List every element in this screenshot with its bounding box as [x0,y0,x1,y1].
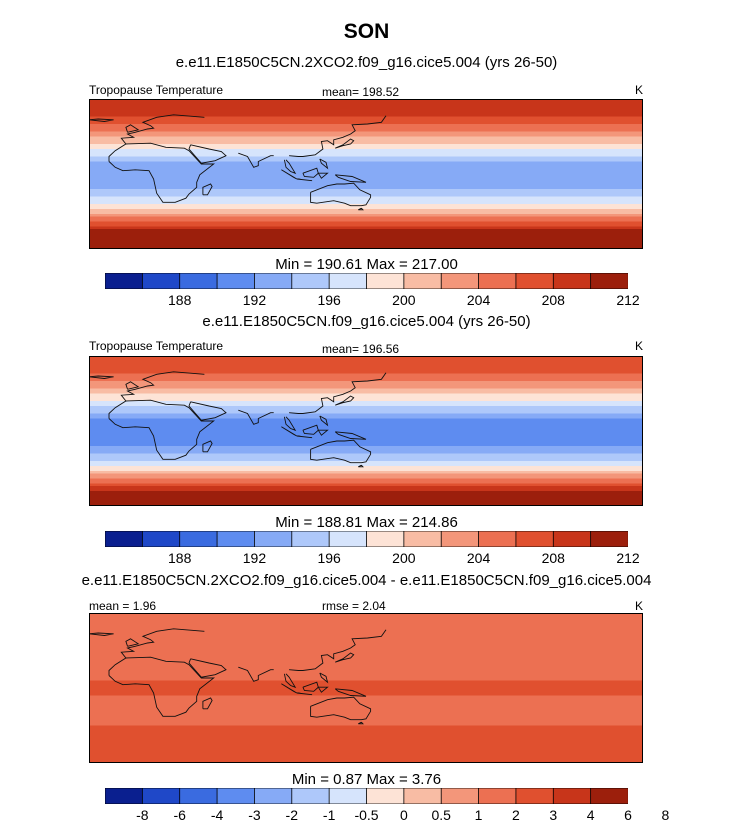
colorbar-tick-label: 0.5 [431,807,451,823]
panel-3-minmax: Min = 0.87 Max = 3.76 [291,771,442,788]
colorbar-tick-label: -6 [173,807,186,823]
colorbar-tick-label: -2 [285,807,299,823]
panel-1-variable-label: Tropopause Temperature [89,83,224,97]
panel-3-map [89,613,643,763]
panel-3-title: e.e11.E1850C5CN.2XCO2.f09_g16.cice5.004 … [81,572,652,589]
colorbar-tick-label: 208 [541,550,565,566]
colorbar-tick-label: 212 [616,550,640,566]
colorbar-tick-label: 204 [466,550,491,566]
panel-1-title: e.e11.E1850C5CN.2XCO2.f09_g16.cice5.004 … [175,54,558,71]
panel-2-minmax: Min = 188.81 Max = 214.86 [275,514,458,531]
panel-1-map [89,99,643,249]
colorbar-tick-label: 200 [392,292,416,308]
colorbar-tick-label: 1 [474,807,483,823]
panel-3-colorbar [105,788,628,804]
colorbar-tick-label: 4 [586,807,595,823]
colorbar-tick-label: 196 [317,292,341,308]
colorbar-tick-label: 192 [242,292,267,308]
panel-1-colorbar [105,273,628,289]
panel-1-minmax: Min = 190.61 Max = 217.00 [275,256,458,273]
colorbar-tick-label: 196 [317,550,341,566]
panel-3-units-label: K [635,599,644,613]
colorbar-tick-label: 188 [168,292,192,308]
panel-2-variable-label: Tropopause Temperature [89,339,224,353]
colorbar-tick-label: 188 [168,550,192,566]
panel-3-rmse-label: rmse = 2.04 [322,599,386,613]
colorbar-tick-label: -0.5 [354,807,379,823]
panel-1-units-label: K [635,83,644,97]
panel-2-colorbar [105,531,628,547]
colorbar-tick-label: 0 [399,807,408,823]
colorbar-tick-label: 8 [661,807,670,823]
colorbar-tick-label: 6 [624,807,632,823]
colorbar-tick-label: 208 [541,292,565,308]
colorbar-tick-label: 2 [512,807,520,823]
panel-3-mean-label: mean = 1.96 [89,599,157,613]
colorbar-tick-label: 3 [549,807,558,823]
colorbar-tick-label: 204 [466,292,491,308]
panel-2-mean-label: mean= 196.56 [322,342,400,356]
colorbar-tick-label: -3 [248,807,261,823]
colorbar-tick-label: -8 [136,807,149,823]
colorbar-tick-label: 192 [242,550,267,566]
season-title: SON [343,20,390,43]
panel-2-units-label: K [635,339,644,353]
panel-2-title: e.e11.E1850C5CN.f09_g16.cice5.004 (yrs 2… [202,313,531,330]
colorbar-tick-label: 200 [392,550,416,566]
colorbar-tick-label: -4 [210,807,224,823]
panel-2-map [89,356,643,506]
colorbar-tick-label: 212 [616,292,640,308]
panel-1-mean-label: mean= 198.52 [322,85,400,99]
colorbar-tick-label: -1 [322,807,336,823]
